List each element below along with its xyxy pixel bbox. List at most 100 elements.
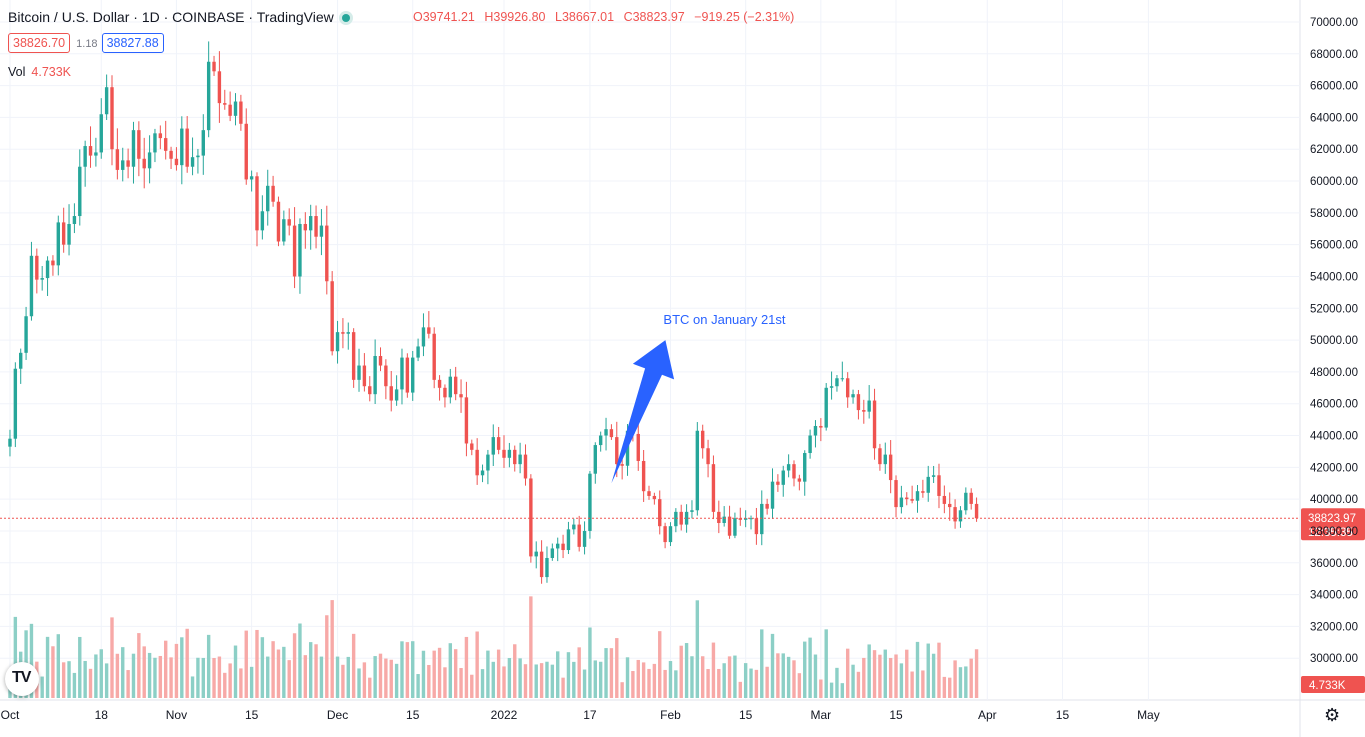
volume-bar bbox=[158, 655, 163, 698]
volume-bar bbox=[808, 637, 812, 698]
gear-icon[interactable]: ⚙ bbox=[1324, 705, 1341, 725]
x-tick-label: May bbox=[1137, 708, 1160, 722]
x-tick-label: Mar bbox=[811, 708, 832, 722]
candle-body bbox=[249, 176, 254, 180]
volume-bar bbox=[883, 649, 887, 698]
volume-bar bbox=[432, 650, 436, 698]
bid-ask-panel: 38826.70 1.18 38827.88 bbox=[8, 33, 164, 53]
low-value: L38667.01 bbox=[555, 10, 615, 24]
candle-body bbox=[717, 511, 721, 523]
open-value: O39741.21 bbox=[413, 10, 475, 24]
volume-bar bbox=[668, 661, 673, 698]
candle-body bbox=[872, 400, 877, 449]
volume-bar bbox=[717, 668, 721, 698]
candle-body bbox=[615, 437, 619, 465]
candle-body bbox=[845, 378, 850, 398]
candle-body bbox=[292, 225, 297, 277]
y-tick-label: 68000.00 bbox=[1310, 49, 1358, 61]
volume-bar bbox=[196, 657, 200, 698]
volume-bar bbox=[126, 670, 130, 698]
candle-body bbox=[217, 71, 222, 104]
candle-body bbox=[701, 430, 705, 449]
volume-bar bbox=[636, 659, 640, 698]
volume-bar bbox=[550, 664, 555, 698]
volume-bar bbox=[496, 649, 501, 698]
volume-bar bbox=[94, 654, 98, 698]
y-tick-label: 58000.00 bbox=[1310, 208, 1358, 220]
candle-body bbox=[475, 449, 479, 476]
volume-bar bbox=[470, 674, 474, 698]
market-status-icon[interactable] bbox=[341, 13, 350, 22]
volume-bar bbox=[298, 623, 302, 698]
candle-body bbox=[61, 222, 66, 245]
candle-body bbox=[776, 481, 780, 485]
volume-bars bbox=[8, 596, 979, 698]
volume-bar bbox=[400, 641, 404, 698]
candle-body bbox=[969, 492, 973, 504]
y-tick-label: 34000.00 bbox=[1310, 590, 1358, 602]
volume-bar bbox=[389, 659, 393, 698]
volume-bar bbox=[373, 656, 377, 698]
candle-body bbox=[910, 499, 914, 501]
candle-body bbox=[201, 130, 205, 156]
tradingview-logo-icon[interactable]: TV bbox=[5, 662, 39, 696]
volume-bar bbox=[384, 658, 388, 698]
candle-body bbox=[464, 397, 469, 444]
candle-body bbox=[378, 356, 383, 366]
y-tick-label: 60000.00 bbox=[1310, 176, 1358, 188]
volume-bar bbox=[249, 666, 254, 698]
candle-body bbox=[792, 464, 796, 479]
candle-body bbox=[470, 443, 474, 450]
volume-bar bbox=[335, 656, 340, 698]
volume-bar bbox=[147, 652, 152, 698]
candle-body bbox=[282, 219, 286, 242]
candle-body bbox=[593, 445, 597, 474]
candle-body bbox=[647, 491, 651, 496]
volume-bar bbox=[518, 658, 522, 698]
candle-body bbox=[351, 332, 356, 380]
candle-body bbox=[239, 101, 243, 124]
volume-bar bbox=[910, 671, 914, 698]
candle-body bbox=[905, 497, 909, 500]
volume-bar bbox=[314, 644, 318, 698]
volume-bar bbox=[502, 666, 506, 698]
close-value: C38823.97 bbox=[623, 10, 685, 24]
volume-bar bbox=[223, 672, 227, 698]
volume-bar bbox=[760, 629, 764, 698]
volume-bar bbox=[851, 664, 855, 698]
candle-body bbox=[953, 507, 957, 522]
candle-body bbox=[164, 138, 168, 151]
x-tick-label: 17 bbox=[583, 708, 597, 722]
y-tick-label: 62000.00 bbox=[1310, 144, 1358, 156]
volume-bar bbox=[104, 663, 109, 698]
candle-body bbox=[72, 216, 77, 224]
sell-button[interactable]: 38826.70 bbox=[8, 33, 71, 53]
candle-body bbox=[185, 128, 189, 167]
last-price-line: 38823.97 12:35:35 4.733K bbox=[0, 508, 1365, 693]
price-axis: 70000.00 68000.00 66000.00 64000.00 62000.00… bbox=[1310, 17, 1358, 665]
candle-body bbox=[867, 400, 871, 412]
candle-body bbox=[357, 365, 361, 380]
candle-body bbox=[126, 160, 130, 167]
volume-bar bbox=[658, 631, 662, 698]
volume-bar bbox=[727, 656, 732, 698]
candle-body bbox=[330, 281, 334, 352]
volume-bar bbox=[679, 645, 683, 698]
volume-bar bbox=[56, 634, 60, 698]
volume-bar bbox=[921, 670, 925, 698]
volume-bar bbox=[169, 657, 173, 698]
candle-body bbox=[40, 278, 44, 280]
candle-body bbox=[104, 87, 109, 115]
volume-bar bbox=[45, 636, 50, 698]
buy-button[interactable]: 38827.88 bbox=[101, 33, 164, 53]
candle-body bbox=[223, 103, 227, 105]
volume-bar bbox=[631, 671, 635, 698]
candle-body bbox=[658, 499, 662, 527]
volume-bar bbox=[706, 669, 710, 698]
volume-bar bbox=[325, 615, 329, 698]
candle-body bbox=[878, 448, 882, 465]
volume-bar bbox=[61, 662, 66, 698]
candle-body bbox=[851, 394, 855, 398]
volume-bar bbox=[357, 668, 361, 698]
